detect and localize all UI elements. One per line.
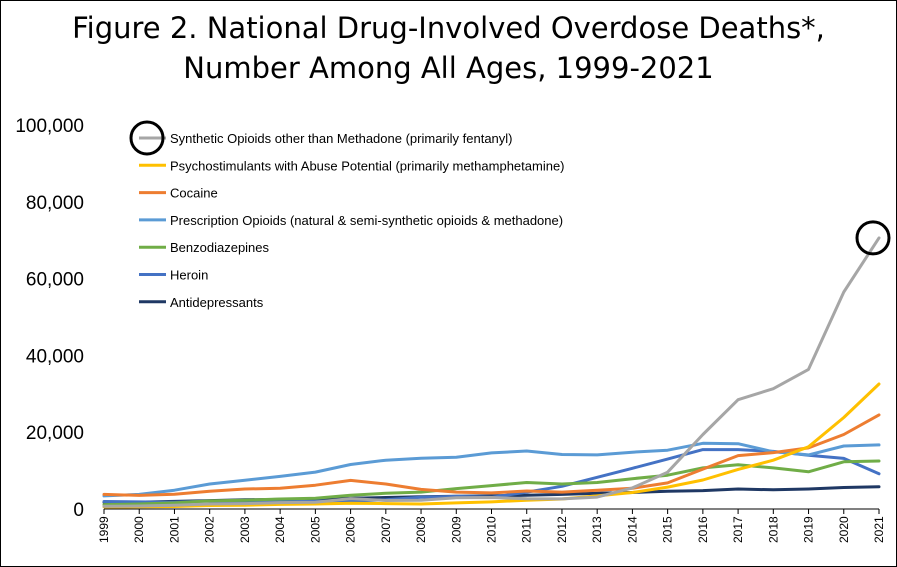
x-tick-label: 2021 [872,516,886,543]
x-tick-label: 2020 [837,516,851,543]
x-tick-label: 2001 [167,516,181,543]
chart-subtitle: Number Among All Ages, 1999-2021 [183,51,714,85]
x-tick-label: 2007 [379,516,393,543]
x-tick-label: 2011 [520,517,534,543]
x-tick-label: 2019 [802,516,816,543]
x-tick-label: 2018 [766,516,780,543]
chart-title: Figure 2. National Drug-Involved Overdos… [72,11,825,45]
series-line-0 [102,236,881,508]
y-tick-label: 20,000 [26,423,84,444]
x-tick-label: 2002 [203,516,217,543]
legend-label: Antidepressants [170,295,264,310]
x-tick-label: 2012 [555,516,569,543]
legend-label: Cocaine [170,186,218,201]
x-tick-label: 2009 [449,516,463,543]
series-line-2 [102,413,881,497]
highlight-circle-endpoint [855,220,891,256]
highlight-circle-legend [129,120,165,156]
x-tick-label: 2010 [485,516,499,543]
x-tick-label: 2013 [590,516,604,543]
x-tick-label: 2008 [414,516,428,543]
x-tick-label: 2004 [273,516,287,543]
x-tick-label: 2014 [625,516,639,543]
x-tick-label: 2017 [731,516,745,543]
x-tick-label: 2016 [696,516,710,543]
x-tick-label: 2006 [344,516,358,543]
legend-label: Prescription Opioids (natural & semi-syn… [170,213,563,228]
series-line-1 [102,382,881,509]
y-tick-label: 60,000 [26,270,84,291]
series-line-3 [102,441,881,498]
x-tick-label: 2005 [308,516,322,543]
y-tick-label: 100,000 [15,116,84,137]
x-tick-label: 2015 [661,516,675,543]
legend-label: Synthetic Opioids other than Methadone (… [170,131,513,146]
chart-title-block: Figure 2. National Drug-Involved Overdos… [0,8,897,88]
x-tick-label: 2000 [132,516,146,543]
y-tick-label: 80,000 [26,193,84,214]
x-tick-label: 1999 [97,516,111,543]
y-tick-label: 40,000 [26,346,84,367]
legend-label: Heroin [170,268,208,283]
legend-label: Benzodiazepines [170,240,270,255]
legend-label: Psychostimulants with Abuse Potential (p… [170,158,565,173]
y-tick-label: 0 [73,500,84,521]
x-tick-label: 2003 [238,516,252,543]
